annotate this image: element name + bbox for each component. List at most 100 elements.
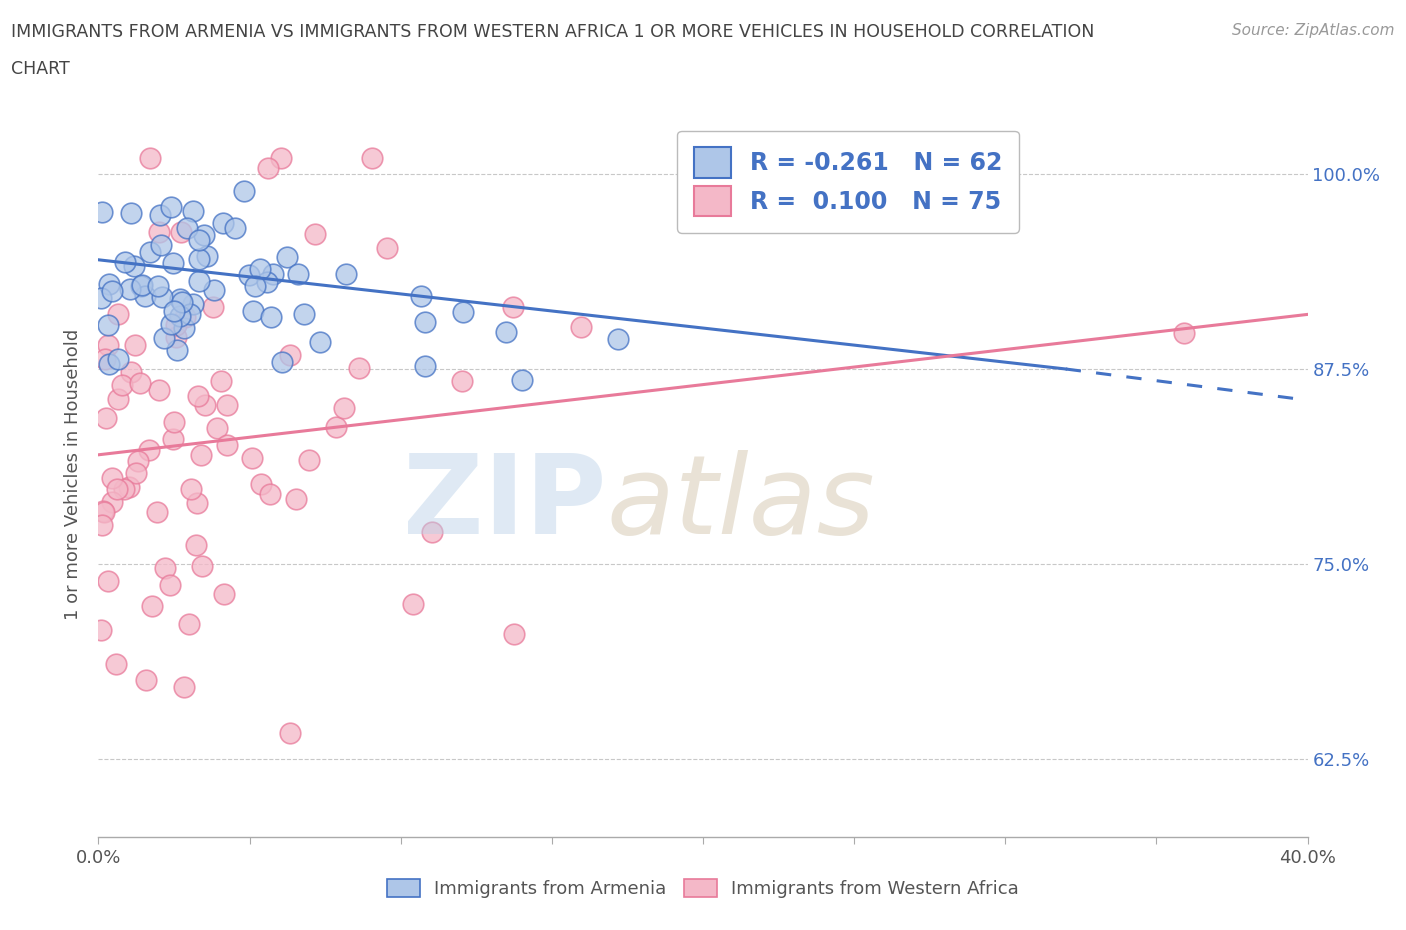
Point bbox=[278, 348, 301, 363]
Point bbox=[173, 680, 195, 695]
Point bbox=[569, 319, 592, 334]
Point bbox=[98, 276, 121, 291]
Point bbox=[413, 314, 436, 329]
Point bbox=[233, 183, 256, 198]
Point bbox=[159, 578, 181, 592]
Point bbox=[120, 365, 142, 379]
Point bbox=[451, 305, 474, 320]
Point bbox=[179, 306, 201, 321]
Point bbox=[163, 303, 186, 318]
Point bbox=[120, 206, 142, 220]
Point bbox=[90, 205, 112, 219]
Point bbox=[97, 574, 120, 589]
Point bbox=[105, 481, 128, 496]
Point bbox=[114, 255, 136, 270]
Point bbox=[349, 361, 371, 376]
Point bbox=[335, 267, 357, 282]
Text: atlas: atlas bbox=[606, 450, 875, 557]
Point bbox=[138, 245, 160, 259]
Point bbox=[97, 357, 120, 372]
Point bbox=[262, 266, 284, 281]
Point bbox=[138, 443, 160, 458]
Legend: Immigrants from Armenia, Immigrants from Western Africa: Immigrants from Armenia, Immigrants from… bbox=[378, 870, 1028, 907]
Text: CHART: CHART bbox=[11, 60, 70, 78]
Point bbox=[271, 355, 294, 370]
Point bbox=[166, 343, 188, 358]
Point bbox=[510, 372, 533, 387]
Point bbox=[177, 617, 200, 631]
Point bbox=[224, 220, 246, 235]
Point bbox=[176, 220, 198, 235]
Point bbox=[186, 496, 208, 511]
Point bbox=[111, 378, 134, 392]
Point bbox=[146, 279, 169, 294]
Point bbox=[195, 248, 218, 263]
Point bbox=[97, 338, 120, 352]
Point bbox=[401, 597, 423, 612]
Point bbox=[260, 310, 283, 325]
Point bbox=[205, 420, 228, 435]
Point bbox=[163, 414, 186, 429]
Point bbox=[606, 331, 628, 346]
Point bbox=[240, 451, 263, 466]
Point bbox=[96, 411, 118, 426]
Point bbox=[184, 538, 207, 552]
Point bbox=[139, 151, 162, 166]
Point bbox=[162, 432, 184, 447]
Point bbox=[181, 203, 204, 218]
Point bbox=[150, 290, 173, 305]
Point bbox=[215, 437, 238, 452]
Point bbox=[332, 401, 354, 416]
Point bbox=[131, 278, 153, 293]
Point bbox=[128, 375, 150, 390]
Point bbox=[249, 262, 271, 277]
Point bbox=[188, 251, 211, 266]
Point bbox=[256, 274, 278, 289]
Point bbox=[91, 503, 114, 518]
Point bbox=[193, 227, 215, 242]
Point bbox=[104, 657, 127, 671]
Point bbox=[242, 304, 264, 319]
Point bbox=[375, 241, 398, 256]
Point bbox=[212, 216, 235, 231]
Point bbox=[93, 505, 115, 520]
Point bbox=[194, 397, 217, 412]
Point bbox=[298, 452, 321, 467]
Point bbox=[187, 389, 209, 404]
Point bbox=[215, 398, 238, 413]
Point bbox=[212, 586, 235, 601]
Point bbox=[153, 560, 176, 575]
Point bbox=[169, 291, 191, 306]
Point bbox=[174, 310, 197, 325]
Point bbox=[409, 288, 432, 303]
Point bbox=[148, 383, 170, 398]
Point bbox=[160, 200, 183, 215]
Point bbox=[173, 321, 195, 336]
Point bbox=[118, 480, 141, 495]
Point bbox=[697, 195, 720, 210]
Point bbox=[292, 306, 315, 321]
Point bbox=[259, 486, 281, 501]
Point bbox=[502, 299, 524, 314]
Point bbox=[148, 224, 170, 239]
Point bbox=[325, 419, 347, 434]
Point bbox=[152, 331, 174, 346]
Point bbox=[202, 283, 225, 298]
Text: ZIP: ZIP bbox=[404, 450, 606, 557]
Point bbox=[451, 374, 474, 389]
Text: Source: ZipAtlas.com: Source: ZipAtlas.com bbox=[1232, 23, 1395, 38]
Point bbox=[188, 273, 211, 288]
Point bbox=[90, 622, 112, 637]
Point bbox=[169, 309, 191, 324]
Text: IMMIGRANTS FROM ARMENIA VS IMMIGRANTS FROM WESTERN AFRICA 1 OR MORE VEHICLES IN : IMMIGRANTS FROM ARMENIA VS IMMIGRANTS FR… bbox=[11, 23, 1095, 41]
Point bbox=[190, 447, 212, 462]
Point bbox=[249, 476, 271, 491]
Point bbox=[287, 267, 309, 282]
Point bbox=[170, 294, 193, 309]
Point bbox=[243, 278, 266, 293]
Point bbox=[415, 359, 437, 374]
Point bbox=[101, 494, 124, 509]
Point bbox=[97, 318, 120, 333]
Point bbox=[188, 233, 211, 248]
Point bbox=[134, 288, 156, 303]
